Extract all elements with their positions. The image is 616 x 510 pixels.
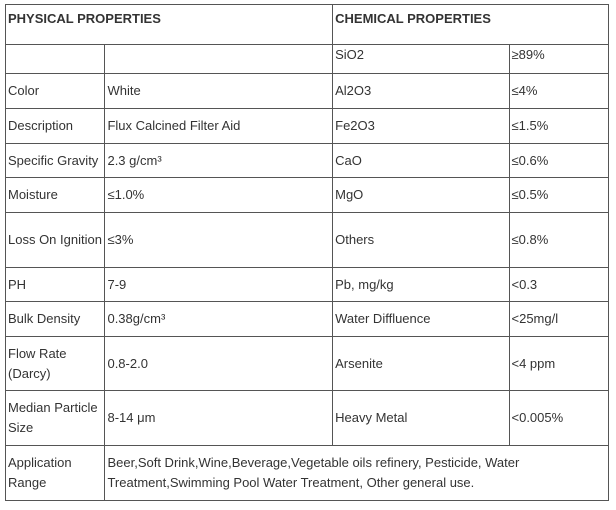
physical-value-cell: 0.38g/cm³ — [104, 301, 334, 337]
chemical-label-cell: Pb, mg/kg — [332, 267, 510, 302]
physical-label-cell: Description — [4, 108, 106, 144]
physical-value-cell: 8-14 μm — [104, 390, 334, 446]
chemical-label-cell: Heavy Metal — [332, 390, 510, 446]
chemical-value-cell: <4 ppm — [508, 336, 609, 391]
physical-value-cell: ≤1.0% — [104, 177, 334, 213]
chemical-label-cell: Water Diffluence — [332, 301, 510, 337]
chemical-label-cell: CaO — [332, 143, 510, 178]
physical-value-cell: ≤3% — [104, 212, 334, 268]
table-row: Loss On Ignition ≤3% Others ≤0.8% — [4, 212, 609, 268]
table-row: Description Flux Calcined Filter Aid Fe2… — [4, 108, 609, 144]
application-label-cell: Application Range — [4, 445, 106, 501]
chemical-label-cell: Arsenite — [332, 336, 510, 391]
chemical-label-cell: Fe2O3 — [332, 108, 510, 144]
chemical-label-cell: Others — [332, 212, 510, 268]
chemical-value-cell: ≤1.5% — [508, 108, 609, 144]
chemical-label-cell: Al2O3 — [332, 73, 510, 109]
table-row: Bulk Density 0.38g/cm³ Water Diffluence … — [4, 301, 609, 337]
properties-table: PHYSICAL PROPERTIES CHEMICAL PROPERTIES … — [4, 4, 609, 501]
chemical-value-cell: <0.005% — [508, 390, 609, 446]
physical-value-cell: White — [104, 73, 334, 109]
chemical-label-cell: MgO — [332, 177, 510, 213]
chemical-value-cell: <0.3 — [508, 267, 609, 302]
table-row: Specific Gravity 2.3 g/cm³ CaO ≤0.6% — [4, 143, 609, 178]
physical-label-cell — [4, 44, 106, 74]
chemical-value-cell: ≤4% — [508, 73, 609, 109]
chemical-value-cell: ≤0.8% — [508, 212, 609, 268]
chemical-value-cell: <25mg/l — [508, 301, 609, 337]
physical-value-cell: 7-9 — [104, 267, 334, 302]
table-row: PH 7-9 Pb, mg/kg <0.3 — [4, 267, 609, 302]
physical-label-cell: PH — [4, 267, 106, 302]
physical-label-cell: Median Particle Size — [4, 390, 106, 446]
table-row: Median Particle Size 8-14 μm Heavy Metal… — [4, 390, 609, 446]
chemical-properties-heading: CHEMICAL PROPERTIES — [332, 4, 609, 45]
chemical-label-cell: SiO2 — [332, 44, 510, 74]
physical-value-cell: 0.8-2.0 — [104, 336, 334, 391]
physical-label-cell: Color — [4, 73, 106, 109]
table-header-row: PHYSICAL PROPERTIES CHEMICAL PROPERTIES — [4, 4, 609, 45]
physical-label-cell: Bulk Density — [4, 301, 106, 337]
physical-value-cell — [104, 44, 334, 74]
table-row: SiO2 ≥89% — [4, 44, 609, 74]
physical-label-cell: Specific Gravity — [4, 143, 106, 178]
physical-value-cell: 2.3 g/cm³ — [104, 143, 334, 178]
chemical-value-cell: ≥89% — [508, 44, 609, 74]
physical-properties-heading: PHYSICAL PROPERTIES — [4, 4, 334, 45]
application-value-cell: Beer,Soft Drink,Wine,Beverage,Vegetable … — [104, 445, 609, 501]
physical-label-cell: Loss On Ignition — [4, 212, 106, 268]
table-row: Moisture ≤1.0% MgO ≤0.5% — [4, 177, 609, 213]
table-row: Flow Rate (Darcy) 0.8-2.0 Arsenite <4 pp… — [4, 336, 609, 391]
physical-label-cell: Moisture — [4, 177, 106, 213]
table-row: Color White Al2O3 ≤4% — [4, 73, 609, 109]
chemical-value-cell: ≤0.6% — [508, 143, 609, 178]
physical-value-cell: Flux Calcined Filter Aid — [104, 108, 334, 144]
physical-label-cell: Flow Rate (Darcy) — [4, 336, 106, 391]
application-row: Application Range Beer,Soft Drink,Wine,B… — [4, 445, 609, 501]
chemical-value-cell: ≤0.5% — [508, 177, 609, 213]
